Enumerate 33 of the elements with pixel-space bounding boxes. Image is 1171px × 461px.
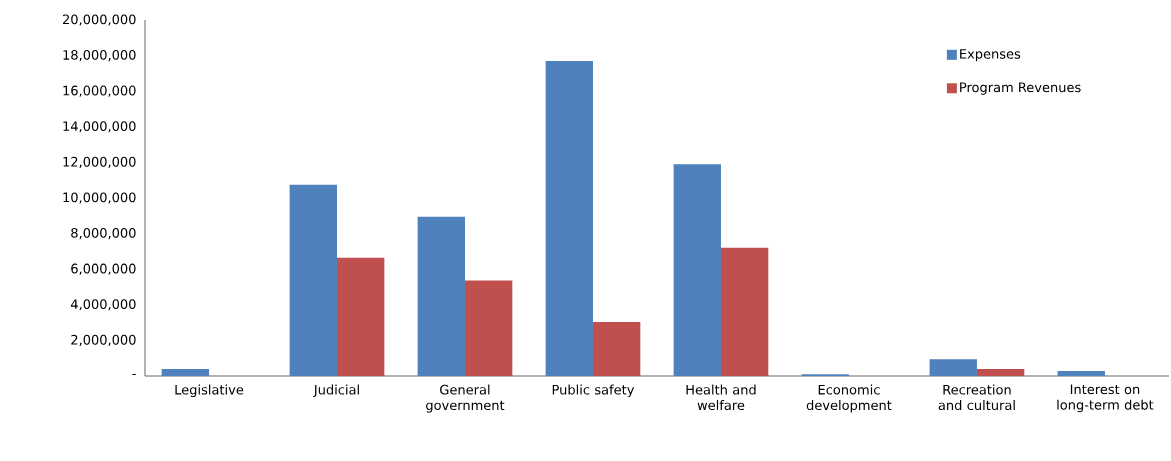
y-tick-label: 14,000,000: [63, 121, 136, 133]
bar: [720, 247, 769, 376]
y-tick-label: 8,000,000: [71, 228, 136, 240]
x-tick-label: General government: [426, 384, 505, 413]
bar: [161, 368, 209, 376]
x-tick-label: Economic development: [806, 384, 892, 413]
y-tick-label: 6,000,000: [71, 263, 136, 275]
bar: [1057, 371, 1105, 376]
y-tick-label: 20,000,000: [62, 14, 136, 26]
bar: [592, 321, 641, 376]
x-tick-label: Interest on long-term debt: [1057, 384, 1154, 413]
bar: [464, 280, 513, 376]
y-tick-label: 10,000,000: [63, 192, 136, 204]
y-tick-label: 18,000,000: [63, 50, 136, 62]
x-tick-label: Judicial: [313, 384, 359, 398]
bar: [417, 216, 465, 376]
legend-label: Expenses: [960, 49, 1021, 62]
y-tick-label: -: [132, 373, 136, 375]
bar: [929, 359, 977, 376]
bar: [336, 257, 385, 376]
y-tick-label: 4,000,000: [70, 299, 136, 311]
x-tick-label: Legislative: [175, 384, 244, 398]
x-tick-label: Public safety: [552, 384, 635, 398]
x-tick-label: Recreation and cultural: [938, 384, 1015, 411]
y-tick-label: 12,000,000: [63, 156, 136, 168]
y-tick-label: 2,000,000: [71, 334, 136, 346]
bar: [289, 184, 337, 376]
legend-label: Program Revenues: [960, 82, 1081, 95]
bar: [545, 60, 593, 376]
x-tick-label: Health and welfare: [686, 384, 756, 411]
y-tick-label: 16,000,000: [63, 85, 136, 97]
bar: [976, 368, 1025, 376]
bar: [673, 164, 721, 376]
